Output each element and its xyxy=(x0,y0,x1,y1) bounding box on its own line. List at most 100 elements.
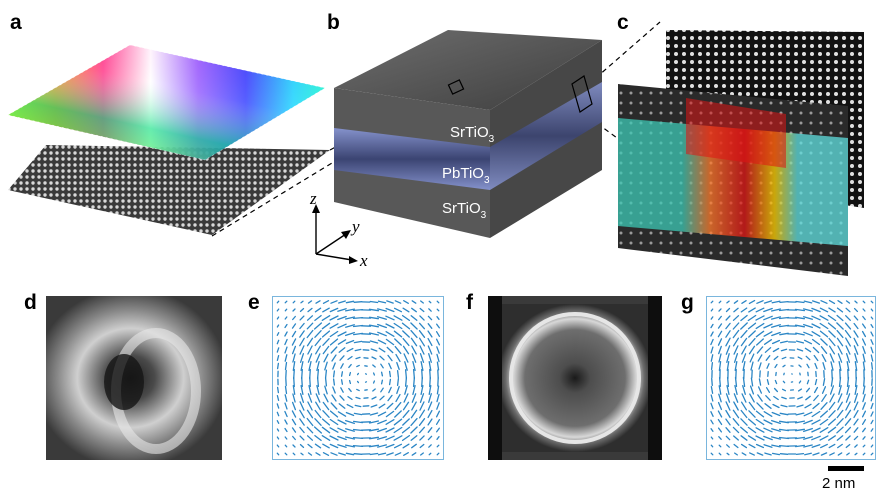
polarization-vector xyxy=(356,372,360,376)
polarization-vector xyxy=(321,418,331,426)
polarization-vector xyxy=(322,307,330,313)
polarization-vector xyxy=(418,426,426,434)
polarization-vector xyxy=(725,393,731,403)
polarization-vector xyxy=(819,322,829,330)
polarization-vector xyxy=(427,337,433,347)
polarization-vector xyxy=(284,410,288,418)
polarization-vector xyxy=(419,345,425,355)
polarization-vector xyxy=(427,435,433,441)
polarization-vector xyxy=(386,300,394,304)
polarization-vector xyxy=(395,353,401,363)
polarization-vector xyxy=(313,322,323,330)
polarization-vector xyxy=(756,402,764,410)
polarization-vector xyxy=(332,370,336,378)
polarization-vector xyxy=(322,452,330,456)
polarization-vector xyxy=(306,426,314,434)
polarization-vector xyxy=(388,378,392,386)
polarization-vector xyxy=(402,418,410,426)
polarization-vector xyxy=(870,436,874,440)
polarization-vector xyxy=(420,452,424,456)
polarization-vector xyxy=(418,330,426,338)
polarization-vector xyxy=(284,436,288,440)
polarization-vector xyxy=(747,418,757,426)
polarization-vector xyxy=(436,444,440,448)
polarization-vector xyxy=(307,443,313,449)
polarization-vector xyxy=(755,435,765,441)
polarization-vector xyxy=(428,300,432,304)
polarization-vector xyxy=(385,323,395,329)
polarization-vector xyxy=(836,307,844,313)
panel-a-skyrmion-texture xyxy=(7,44,330,235)
polarization-vector xyxy=(352,332,364,336)
polarization-vector xyxy=(284,323,288,329)
polarization-vector xyxy=(377,308,387,312)
polarization-vector xyxy=(758,362,762,370)
polarization-vector xyxy=(394,338,402,346)
polarization-vector xyxy=(718,436,722,440)
polarization-vector xyxy=(718,300,722,304)
polarization-vector xyxy=(773,395,779,401)
polarization-vector xyxy=(276,403,280,409)
polarization-vector xyxy=(419,435,425,441)
polarization-vector xyxy=(299,315,305,321)
polarization-vector xyxy=(372,380,376,384)
polarization-vector xyxy=(733,300,739,304)
polarization-vector xyxy=(795,332,805,336)
polarization-vector xyxy=(354,348,362,352)
polarization-vector xyxy=(372,372,376,376)
polarization-vector xyxy=(794,444,806,448)
polarization-vector xyxy=(404,369,408,379)
polarization-vector xyxy=(870,428,874,432)
polarization-vector xyxy=(821,394,827,402)
polarization-vector xyxy=(732,322,740,330)
polarization-vector xyxy=(329,307,339,313)
polarization-vector xyxy=(710,444,714,448)
polarization-vector xyxy=(766,363,770,369)
polarization-vector xyxy=(314,443,322,449)
polarization-vector xyxy=(710,338,714,346)
polarization-vector xyxy=(763,411,773,417)
polarization-vector xyxy=(292,353,296,363)
polarization-vector xyxy=(854,353,858,363)
polarization-vector xyxy=(306,409,314,419)
polarization-vector xyxy=(803,444,813,448)
polarization-vector xyxy=(300,384,304,396)
polarization-vector xyxy=(419,315,425,321)
polarization-vector xyxy=(380,387,384,393)
polarization-vector xyxy=(803,300,813,304)
polarization-vector xyxy=(427,409,433,419)
polarization-vector xyxy=(314,409,322,419)
polarization-vector xyxy=(733,345,739,355)
polarization-vector xyxy=(725,401,731,411)
polarization-vector xyxy=(393,418,403,426)
polarization-vector xyxy=(812,402,820,410)
polarization-vector xyxy=(779,300,789,304)
polarization-vector xyxy=(733,393,739,403)
polarization-vector xyxy=(436,353,440,363)
axes-triad: z y x xyxy=(309,192,368,268)
polarization-vector xyxy=(718,308,722,312)
polarization-vector xyxy=(837,443,843,449)
polarization-vector xyxy=(740,307,748,313)
polarization-overlay xyxy=(618,118,848,246)
polarization-vector xyxy=(782,364,786,368)
polarization-vector xyxy=(284,385,288,395)
polarization-vector xyxy=(436,323,440,329)
polarization-vector xyxy=(377,419,387,425)
polarization-vector xyxy=(861,419,867,425)
polarization-vector xyxy=(870,354,874,362)
polarization-vector xyxy=(377,300,387,304)
polarization-vector xyxy=(830,377,834,387)
polarization-vector xyxy=(403,300,409,304)
polarization-vector xyxy=(402,307,410,313)
polarization-vector xyxy=(838,385,842,395)
polarization-vector xyxy=(756,300,764,304)
polarization-vector xyxy=(370,404,378,408)
polarization-vector xyxy=(846,452,850,456)
polarization-vector xyxy=(853,409,859,419)
polarization-vector xyxy=(284,316,288,320)
polarization-vector xyxy=(805,387,811,393)
polarization-vector xyxy=(436,300,440,304)
layer-label-middle: PbTiO3 xyxy=(442,165,490,186)
polarization-vector xyxy=(306,417,314,427)
